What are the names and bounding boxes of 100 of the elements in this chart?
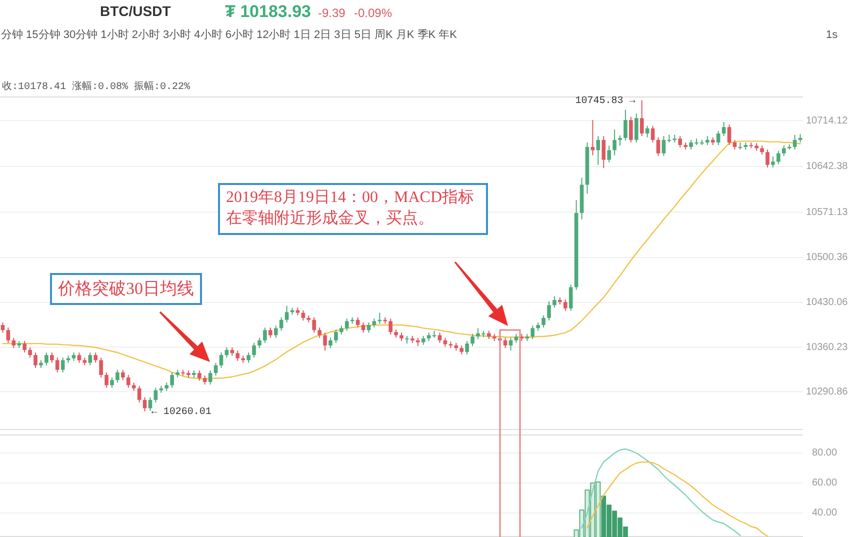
- chart-title: BTC/USDT: [100, 3, 172, 19]
- candlestick: [547, 300, 551, 321]
- candlestick: [110, 376, 114, 388]
- candlestick: [55, 357, 60, 373]
- line-series: [581, 448, 741, 536]
- candlestick: [470, 333, 474, 347]
- candlestick: [503, 337, 508, 349]
- y-tick-label: 10642.38: [806, 161, 848, 172]
- candlestick: [771, 156, 775, 168]
- candlestick: [602, 136, 606, 169]
- candlestick: [258, 337, 262, 349]
- candlestick: [388, 318, 392, 336]
- candlestick: [618, 134, 622, 146]
- candlestick: [224, 346, 229, 358]
- candlestick: [792, 134, 797, 150]
- y-tick-label: 10571.13: [806, 206, 848, 218]
- text: -9.39: [318, 6, 346, 20]
- candlestick: [634, 113, 638, 143]
- candlestick: [137, 385, 142, 403]
- candlestick: [624, 109, 628, 142]
- candlestick: [208, 370, 212, 386]
- y-tick-label: 60.00: [812, 478, 838, 489]
- candlestick: [629, 116, 633, 143]
- candlestick: [274, 325, 278, 338]
- candlestick: [94, 352, 98, 364]
- y-tick-label: 40.00: [812, 508, 838, 519]
- candlestick: [116, 369, 120, 384]
- candlestick: [432, 330, 436, 338]
- candlestick: [44, 352, 48, 366]
- candlestick: [328, 337, 332, 349]
- candlestick: [154, 387, 158, 403]
- candlestick: [568, 284, 573, 312]
- candlestick: [508, 337, 513, 352]
- candlestick: [301, 310, 306, 321]
- candlestick: [782, 145, 786, 156]
- candlestick: [656, 136, 660, 156]
- candlestick: [732, 139, 737, 150]
- candlestick: [263, 327, 267, 344]
- candlestick: [34, 352, 38, 368]
- candlestick: [766, 149, 770, 168]
- candlestick: [120, 369, 125, 381]
- candlestick: [530, 325, 535, 340]
- candlestick: [219, 352, 224, 368]
- candlestick: [312, 316, 316, 334]
- candlestick: [246, 352, 250, 364]
- candlestick: [727, 124, 732, 146]
- candlestick: [607, 145, 611, 163]
- candlestick: [236, 350, 240, 362]
- candlestick: [366, 322, 371, 334]
- candlestick: [126, 374, 130, 388]
- candlestick: [77, 352, 82, 364]
- y-tick-label: 10714.12: [806, 115, 848, 126]
- y-tick-label: 80.00: [812, 448, 838, 459]
- candlestick: [60, 357, 65, 373]
- y-tick-label: 10500.36: [806, 252, 848, 264]
- candlestick: [650, 125, 655, 143]
- text: 分钟 15分钟 30分钟 1小时 2小时 3小时 4小时 6小时 12小时 1日 2日 3日 5日 周K 月K 季K 年K: [1, 28, 458, 41]
- candlestick: [323, 332, 327, 352]
- candlestick: [438, 332, 442, 344]
- candlestick: [645, 125, 650, 138]
- candlestick: [465, 340, 469, 355]
- candlestick: [716, 130, 720, 146]
- candlestick: [252, 342, 256, 358]
- candlestick: [361, 322, 366, 334]
- candlestick: [268, 327, 272, 338]
- candlestick: [722, 121, 726, 137]
- candlestick: [596, 136, 600, 166]
- y-tick-label: 10360.23: [806, 342, 848, 353]
- annotation: 价格突破30日均线: [50, 273, 202, 306]
- candlestick: [662, 136, 666, 156]
- candlestick: [552, 296, 556, 308]
- candlestick: [12, 337, 16, 349]
- candlestick: [99, 357, 103, 378]
- candlestick: [640, 100, 644, 137]
- text: -0.09%: [354, 6, 392, 20]
- candlestick: [22, 340, 26, 354]
- candlestick: [334, 328, 338, 344]
- candlestick: [563, 298, 568, 312]
- candlestick: [542, 314, 546, 328]
- candlestick: [612, 129, 616, 156]
- annotation: ← 10260.01: [151, 407, 212, 418]
- candlestick: [678, 136, 682, 148]
- text: 收:10178.41 涨幅:0.08% 振幅:0.22%: [2, 80, 190, 93]
- candlestick: [6, 327, 10, 344]
- candlestick: [356, 316, 360, 328]
- line-series: [586, 461, 768, 537]
- candlestick: [776, 150, 780, 165]
- text: 1s: [826, 29, 838, 41]
- candlestick: [50, 352, 54, 364]
- candlestick: [0, 322, 5, 334]
- annotation: 2019年8月19日14：00，MACD指标在零轴附近形成金叉，买点。: [218, 183, 488, 235]
- candlestick: [88, 352, 92, 366]
- y-tick-label: 10430.06: [806, 297, 848, 308]
- candlestick: [284, 305, 289, 323]
- annotation: 10745.83 →: [575, 96, 636, 107]
- text: ₮ 10183.93: [225, 2, 312, 21]
- candlestick: [318, 327, 322, 338]
- candlestick: [170, 372, 174, 388]
- candlestick: [104, 372, 108, 388]
- candlestick: [344, 318, 349, 332]
